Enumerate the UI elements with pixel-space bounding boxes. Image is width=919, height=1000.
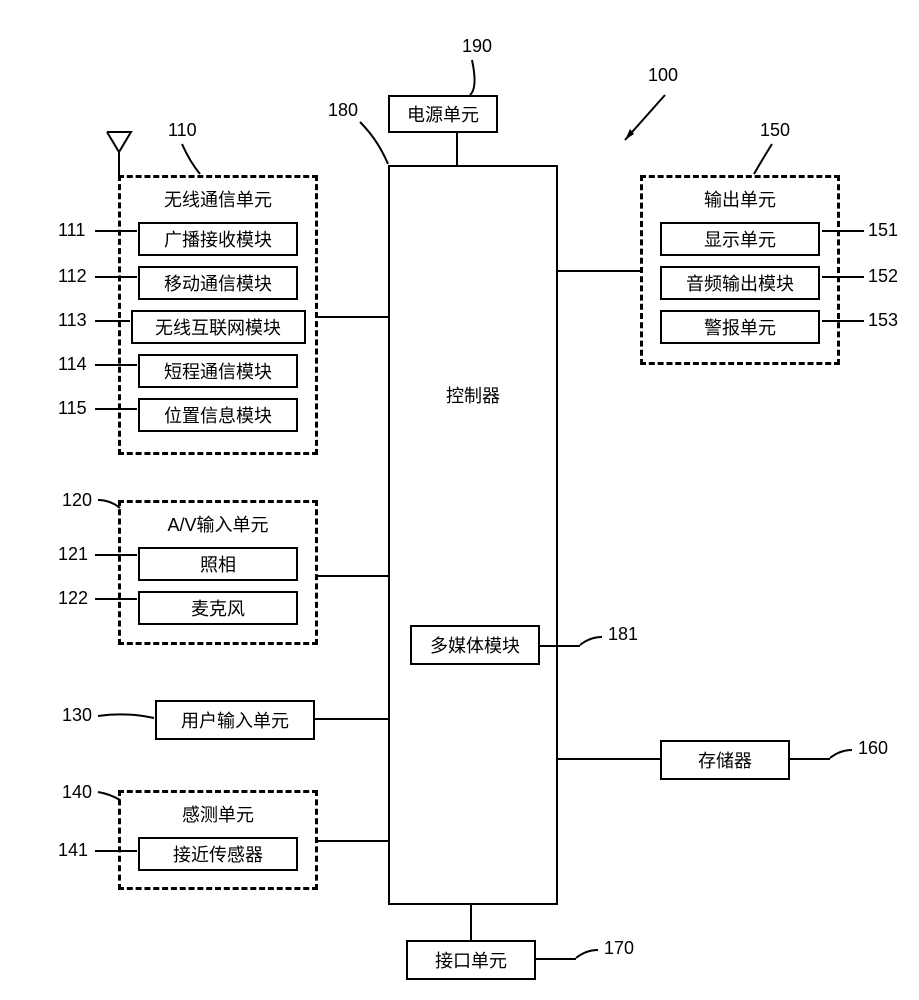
- ref-lead-130: [96, 710, 156, 724]
- lead-114: [95, 364, 137, 366]
- lead-122: [95, 598, 137, 600]
- proximity-label: 接近传感器: [173, 841, 263, 867]
- sensing-unit-title: 感测单元: [121, 801, 315, 827]
- conn-sensing-controller: [318, 840, 388, 842]
- ref-111: 111: [58, 220, 85, 241]
- audio-label: 音频输出模块: [686, 270, 794, 296]
- user-input-block: 用户输入单元: [155, 700, 315, 740]
- ref-160: 160: [858, 738, 888, 759]
- ref-152: 152: [868, 266, 898, 287]
- conn-output-controller: [558, 270, 640, 272]
- ref-153: 153: [868, 310, 898, 331]
- av-unit-title: A/V输入单元: [121, 511, 315, 537]
- lead-170: [536, 958, 576, 960]
- ref-110: 110: [168, 120, 197, 141]
- ref-113: 113: [58, 310, 87, 331]
- location-module: 位置信息模块: [138, 398, 298, 432]
- lead-115: [95, 408, 137, 410]
- ref-115: 115: [58, 398, 87, 419]
- ref-lead-180: [360, 120, 400, 170]
- conn-wireless-controller: [318, 316, 388, 318]
- av-unit-group: A/V输入单元 照相 麦克风: [118, 500, 318, 645]
- camera-label: 照相: [200, 551, 236, 577]
- ref-lead-190: [470, 58, 510, 98]
- ref-151: 151: [868, 220, 898, 241]
- sensing-unit-group: 感测单元 接近传感器: [118, 790, 318, 890]
- ref-lead-110: [180, 142, 210, 177]
- ref-170: 170: [604, 938, 634, 959]
- ref-lead-160: [828, 748, 856, 762]
- mic-label: 麦克风: [191, 595, 245, 621]
- lead-152: [822, 276, 864, 278]
- ref-122: 122: [58, 588, 88, 609]
- lead-111: [95, 230, 137, 232]
- wireless-unit-group: 无线通信单元 广播接收模块 移动通信模块 无线互联网模块 短程通信模块 位置信息…: [118, 175, 318, 455]
- ref-181: 181: [608, 624, 638, 645]
- output-unit-group: 输出单元 显示单元 音频输出模块 警报单元: [640, 175, 840, 365]
- short-range-module: 短程通信模块: [138, 354, 298, 388]
- broadcast-label: 广播接收模块: [164, 226, 272, 252]
- lead-181: [540, 645, 580, 647]
- user-input-label: 用户输入单元: [181, 707, 289, 733]
- multimedia-label: 多媒体模块: [430, 632, 520, 658]
- mobile-module: 移动通信模块: [138, 266, 298, 300]
- ref-150: 150: [760, 120, 790, 141]
- conn-controller-interface: [470, 905, 472, 940]
- proximity-module: 接近传感器: [138, 837, 298, 871]
- mobile-label: 移动通信模块: [164, 270, 272, 296]
- short-range-label: 短程通信模块: [164, 358, 272, 384]
- alarm-module: 警报单元: [660, 310, 820, 344]
- broadcast-module: 广播接收模块: [138, 222, 298, 256]
- location-label: 位置信息模块: [164, 402, 272, 428]
- alarm-label: 警报单元: [704, 314, 776, 340]
- conn-power-controller: [456, 133, 458, 165]
- ref-140: 140: [62, 782, 92, 803]
- internet-label: 无线互联网模块: [155, 314, 281, 340]
- memory-label: 存储器: [698, 747, 752, 773]
- ref-190: 190: [462, 36, 492, 57]
- ref-lead-150: [752, 142, 782, 177]
- lead-160: [790, 758, 830, 760]
- ref-112: 112: [58, 266, 87, 287]
- ref-lead-100: [620, 90, 680, 150]
- power-unit-label: 电源单元: [407, 101, 479, 127]
- ref-180: 180: [328, 100, 358, 121]
- lead-153: [822, 320, 864, 322]
- ref-lead-181: [578, 635, 606, 649]
- camera-module: 照相: [138, 547, 298, 581]
- lead-141: [95, 850, 137, 852]
- power-unit-block: 电源单元: [388, 95, 498, 133]
- memory-block: 存储器: [660, 740, 790, 780]
- output-unit-title: 输出单元: [643, 186, 837, 212]
- multimedia-block: 多媒体模块: [410, 625, 540, 665]
- ref-120: 120: [62, 490, 92, 511]
- internet-module: 无线互联网模块: [131, 310, 306, 344]
- wireless-unit-title: 无线通信单元: [121, 186, 315, 212]
- display-module: 显示单元: [660, 222, 820, 256]
- display-label: 显示单元: [704, 226, 776, 252]
- conn-memory-controller: [558, 758, 660, 760]
- ref-lead-120: [96, 498, 124, 512]
- interface-label: 接口单元: [435, 947, 507, 973]
- conn-av-controller: [318, 575, 388, 577]
- interface-block: 接口单元: [406, 940, 536, 980]
- ref-121: 121: [58, 544, 88, 565]
- controller-block: 控制器: [388, 165, 558, 905]
- lead-151: [822, 230, 864, 232]
- ref-100: 100: [648, 65, 678, 86]
- lead-121: [95, 554, 137, 556]
- controller-label: 控制器: [446, 382, 500, 408]
- ref-141: 141: [58, 840, 88, 861]
- audio-module: 音频输出模块: [660, 266, 820, 300]
- lead-113: [95, 320, 130, 322]
- mic-module: 麦克风: [138, 591, 298, 625]
- ref-lead-140: [96, 790, 124, 804]
- conn-userinput-controller: [315, 718, 388, 720]
- ref-114: 114: [58, 354, 87, 375]
- antenna-icon: [105, 130, 135, 180]
- lead-112: [95, 276, 137, 278]
- ref-lead-170: [574, 948, 602, 962]
- ref-130: 130: [62, 705, 92, 726]
